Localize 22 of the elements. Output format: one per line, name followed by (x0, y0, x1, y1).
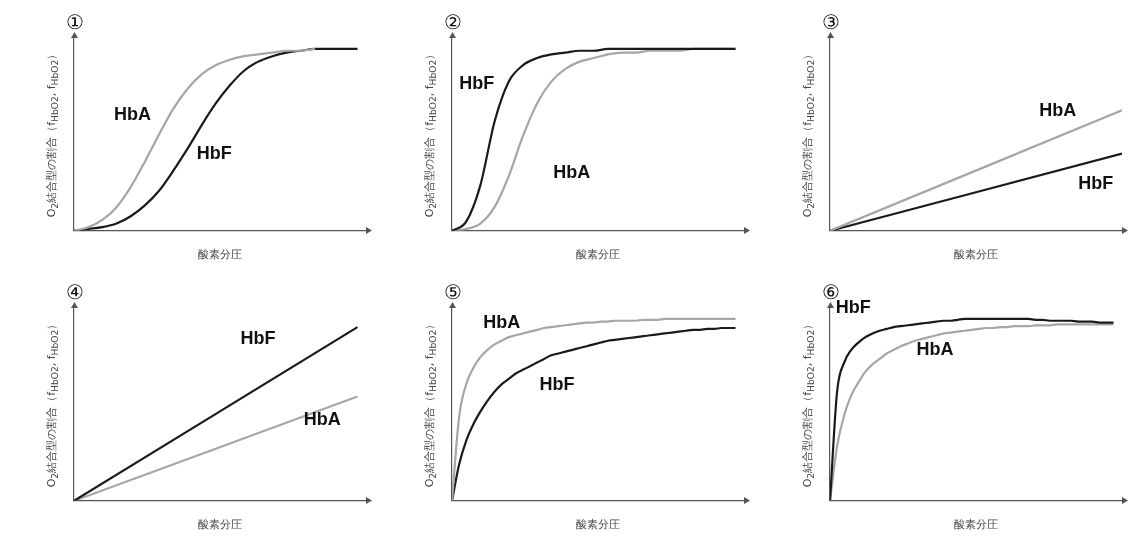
chart-title: ⑤ (444, 280, 462, 305)
x-axis-title: 酸素分圧 (576, 248, 620, 262)
series-label: HbA (1039, 100, 1077, 121)
series-label: HbA (303, 408, 341, 429)
x-axis-title: 酸素分圧 (198, 518, 242, 532)
series-label: HbF (196, 142, 232, 163)
chart-title: ① (66, 10, 84, 35)
series-label: HbF (459, 73, 495, 94)
x-axis-title: 酸素分圧 (954, 518, 998, 532)
series-label: HbF (1078, 173, 1114, 194)
text: HbA (553, 161, 591, 182)
series-label: HbA (113, 104, 151, 125)
chart-title: ③ (822, 10, 840, 35)
x-axis-title: 酸素分圧 (198, 248, 242, 262)
series-label: HbA (916, 339, 954, 360)
series-label: HbF (539, 374, 575, 395)
chart-title: ④ (66, 280, 84, 305)
x-axis-title: 酸素分圧 (576, 518, 620, 532)
series-label: HbF (240, 327, 276, 348)
x-axis-title: 酸素分圧 (954, 248, 998, 262)
series-label: HbA (483, 312, 521, 333)
chart-title: ② (444, 10, 462, 35)
